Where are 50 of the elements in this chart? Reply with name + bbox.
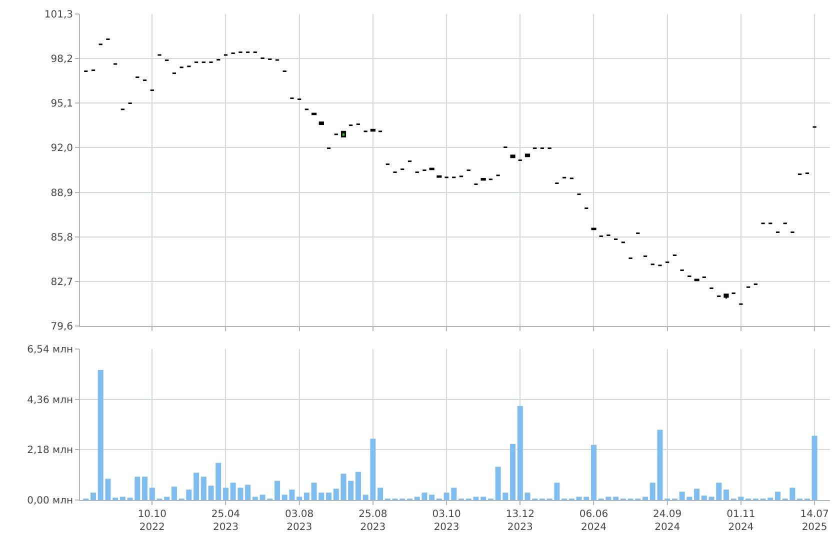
bar [694,488,700,500]
y-tick-label: 6,54 млн [27,344,73,356]
bar [90,492,96,500]
x-tick-label: 25.08 2023 [358,509,388,533]
x-tick-label: 01.11 2024 [726,509,756,533]
x-tick-label: 03.08 2023 [285,509,314,533]
bar [194,472,200,500]
bar [222,488,228,500]
bar [200,476,206,500]
bar [355,472,361,500]
x-tick-label: 14.07 2025 [800,509,829,533]
y-tick-label: 0,00 млн [27,496,73,506]
bar [142,476,148,500]
bar [510,444,516,500]
bar [590,444,596,500]
y-tick-label: 98,2 [50,54,73,66]
y-tick-label: 79,6 [50,322,73,332]
bar [326,492,332,500]
bar [812,436,818,500]
y-tick-label: 2,18 млн [27,445,73,456]
bar [245,484,251,500]
x-tick-label: 03.10 2023 [432,509,461,533]
y-tick-label: 82,7 [50,276,73,288]
bar [378,488,384,500]
x-tick-label: 10.10 2022 [138,509,166,533]
x-tick-label: 13.12 2023 [506,509,534,533]
y-tick-label: 92,0 [50,143,73,154]
y-tick-label: 95,1 [50,98,73,110]
bar [429,494,435,500]
x-tick-label: 06.06 2024 [579,509,608,533]
bar [252,496,258,500]
bar [171,486,177,500]
y-tick-label: 85,8 [50,232,73,244]
bar [296,496,302,500]
bar [274,480,280,500]
candlestick [340,130,346,138]
bar [613,496,619,500]
y-tick-label: 4,36 млн [27,394,73,406]
bar [480,496,486,500]
bar [304,492,310,500]
x-tick-label: 24.09 2024 [653,509,682,533]
bar [642,496,648,500]
bar [723,490,729,500]
bar [120,496,126,500]
candlestick [724,294,729,300]
candlestick [524,154,530,158]
y-tick-label: 88,9 [50,188,73,199]
y-tick-label: 101,3 [44,10,73,20]
bar [774,492,780,500]
x-tick-label: 25.04 2023 [211,509,240,533]
